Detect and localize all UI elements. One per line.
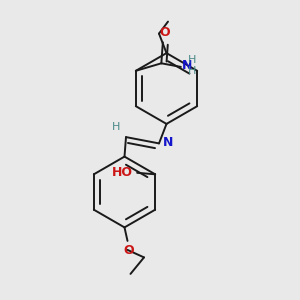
Text: O: O	[159, 26, 170, 39]
Text: N: N	[163, 136, 173, 149]
Text: HO: HO	[112, 166, 133, 179]
Text: H: H	[112, 122, 121, 132]
Text: H: H	[188, 65, 196, 76]
Text: H: H	[188, 55, 196, 65]
Text: N: N	[182, 59, 192, 72]
Text: O: O	[123, 244, 134, 257]
